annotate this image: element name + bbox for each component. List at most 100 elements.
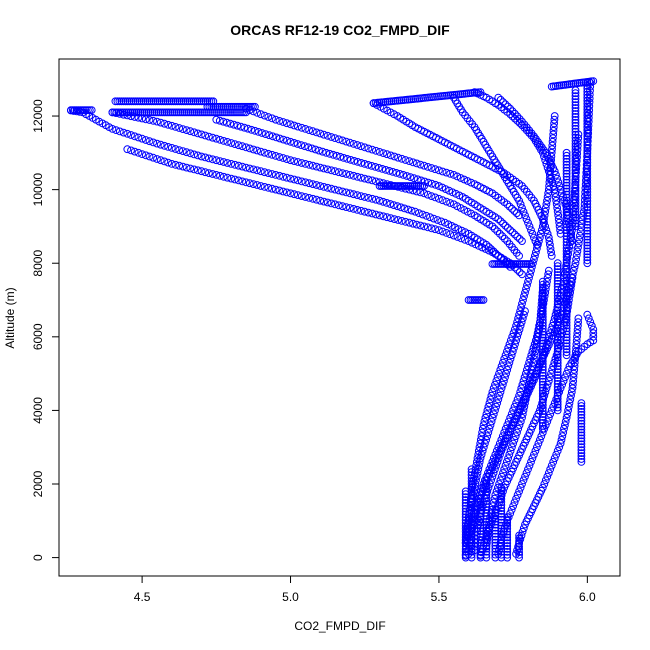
- data-point: [493, 227, 502, 236]
- data-point: [583, 141, 592, 149]
- data-point: [583, 244, 592, 253]
- data-point: [562, 288, 571, 297]
- data-point: [316, 129, 325, 138]
- data-point: [282, 173, 291, 182]
- data-point: [137, 97, 146, 106]
- data-point: [342, 137, 351, 146]
- data-point: [231, 175, 239, 184]
- data-point: [571, 204, 580, 213]
- data-point: [153, 155, 161, 163]
- data-point: [527, 458, 535, 466]
- data-point: [205, 97, 214, 106]
- data-point: [571, 148, 580, 157]
- data-point: [497, 486, 506, 495]
- data-point: [562, 297, 571, 306]
- data-point: [372, 195, 380, 204]
- data-point: [562, 330, 571, 339]
- data-point: [583, 138, 592, 146]
- data-point: [245, 164, 254, 173]
- data-point: [211, 102, 220, 111]
- data-point: [525, 461, 534, 470]
- data-point: [316, 196, 325, 205]
- data-point: [538, 333, 547, 342]
- data-point: [500, 377, 508, 385]
- data-point: [506, 355, 515, 363]
- data-point: [538, 330, 547, 339]
- data-point: [515, 268, 524, 277]
- data-point: [149, 97, 158, 106]
- data-point: [528, 229, 537, 238]
- data-point: [545, 237, 554, 246]
- data-point: [583, 90, 592, 99]
- data-point: [571, 347, 580, 356]
- data-point: [549, 182, 558, 190]
- data-point: [562, 351, 571, 360]
- data-point: [519, 524, 528, 533]
- data-point: [431, 165, 440, 174]
- data-point: [546, 410, 555, 419]
- data-point: [557, 189, 566, 198]
- data-point: [559, 428, 568, 437]
- data-point: [360, 207, 369, 216]
- data-point: [171, 160, 180, 169]
- data-point: [349, 171, 358, 180]
- data-point: [530, 233, 538, 242]
- data-point: [584, 121, 593, 130]
- data-point: [553, 207, 562, 216]
- data-point: [524, 277, 532, 286]
- data-point: [498, 232, 507, 241]
- data-point: [518, 480, 526, 488]
- data-point: [412, 220, 421, 229]
- data-point: [561, 269, 569, 278]
- data-point: [293, 140, 302, 148]
- data-point: [585, 98, 594, 107]
- data-point: [552, 450, 561, 459]
- data-point: [562, 160, 571, 169]
- data-point: [379, 212, 388, 221]
- data-point: [209, 102, 218, 111]
- data-point: [467, 480, 476, 488]
- data-point: [482, 544, 491, 553]
- data-point: [264, 169, 273, 178]
- data-point: [234, 176, 243, 185]
- data-point: [202, 108, 211, 117]
- data-point: [469, 487, 478, 496]
- data-point: [127, 131, 135, 139]
- data-point: [203, 97, 212, 106]
- data-point: [161, 97, 170, 106]
- data-point: [393, 202, 402, 211]
- data-point: [256, 167, 265, 176]
- data-point: [141, 97, 150, 106]
- data-point: [583, 250, 592, 259]
- data-point: [571, 210, 580, 219]
- data-point: [574, 138, 582, 147]
- data-point: [186, 127, 195, 136]
- data-point: [304, 143, 313, 152]
- data-point: [372, 210, 380, 219]
- data-point: [538, 395, 547, 404]
- data-point: [574, 318, 582, 327]
- data-point: [160, 141, 169, 150]
- data-point: [305, 160, 314, 169]
- data-point: [521, 399, 529, 408]
- data-point: [553, 365, 562, 374]
- data-point: [536, 358, 545, 367]
- data-point: [286, 120, 295, 129]
- data-point: [538, 342, 547, 351]
- data-point: [571, 145, 580, 154]
- data-point: [472, 472, 481, 481]
- data-point: [111, 97, 120, 106]
- data-point: [538, 392, 547, 401]
- data-point: [275, 171, 284, 180]
- data-point: [301, 160, 310, 168]
- data-point: [239, 102, 247, 111]
- data-point: [553, 309, 562, 318]
- data-point: [571, 86, 580, 95]
- data-point: [553, 338, 562, 347]
- data-point: [562, 253, 571, 261]
- data-point: [397, 154, 406, 163]
- data-point: [534, 439, 543, 448]
- data-point: [312, 162, 321, 171]
- data-point: [573, 325, 582, 334]
- data-point: [583, 84, 592, 93]
